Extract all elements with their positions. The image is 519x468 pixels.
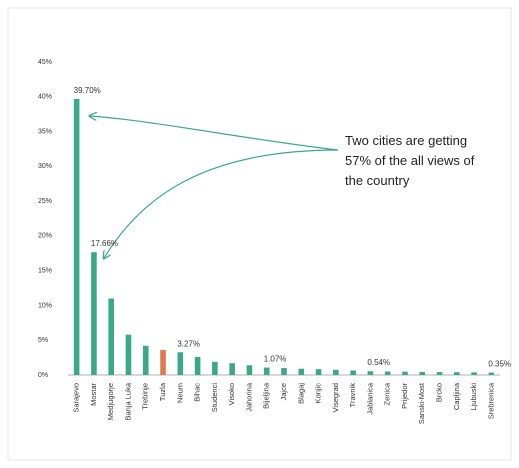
bar <box>281 368 287 375</box>
x-tick-label: Srebrenica <box>486 382 495 419</box>
value-label: 0.54% <box>367 358 390 367</box>
bar <box>333 369 339 375</box>
y-tick-label: 15% <box>38 268 52 275</box>
bar <box>488 372 495 375</box>
x-tick-label: Zenica <box>383 382 392 405</box>
bar <box>263 367 270 375</box>
x-tick-label: Sanski-Most <box>417 382 426 424</box>
value-label: 0.35% <box>488 360 511 369</box>
y-tick-label: 20% <box>38 233 52 240</box>
bar <box>108 298 114 375</box>
bar <box>298 368 305 375</box>
x-tick-label: Jahorina <box>244 382 253 412</box>
x-tick-label: Blagaj <box>296 383 305 404</box>
x-tick-label: Trebinje <box>141 383 150 410</box>
annotation: the country <box>345 173 410 188</box>
x-tick-label: Studenci <box>210 383 219 413</box>
value-label: 17.66% <box>91 239 118 248</box>
bar <box>229 363 235 375</box>
bar <box>246 365 253 375</box>
x-tick-label: Banja Luka <box>123 382 132 420</box>
x-tick-label: Bijeljina <box>262 382 271 409</box>
bar <box>91 252 97 375</box>
x-tick-label: Tuzla <box>158 382 167 401</box>
x-tick-label: Ljubuski <box>469 383 478 411</box>
x-tick-label: Sarajevo <box>72 383 81 413</box>
value-label: 39.70% <box>74 86 101 95</box>
y-tick-label: 30% <box>38 163 52 170</box>
x-tick-label: Medjugorje <box>106 383 115 420</box>
bar <box>73 98 80 375</box>
y-tick-label: 25% <box>38 198 52 205</box>
x-tick-label: Travnik <box>348 383 357 408</box>
bar <box>142 345 149 375</box>
value-label: 1.07% <box>264 355 287 364</box>
bar <box>367 371 374 375</box>
x-tick-label: Konjic <box>314 383 323 404</box>
bar <box>436 372 443 375</box>
bar <box>177 352 184 375</box>
x-tick-label: Visegrad <box>331 383 340 412</box>
bar <box>212 361 218 375</box>
annotation: 57% of the all views of <box>345 153 475 168</box>
bar <box>471 372 477 375</box>
annotation: Two cities are getting <box>345 133 467 148</box>
bar <box>194 356 201 375</box>
x-tick-label: Visoko <box>227 383 236 405</box>
y-tick-label: 5% <box>38 337 48 344</box>
x-tick-label: Bihac <box>193 383 202 402</box>
y-tick-label: 40% <box>38 94 52 101</box>
annotation-arrow <box>104 149 339 258</box>
x-tick-label: Capljina <box>452 382 461 410</box>
y-tick-label: 45% <box>38 59 52 66</box>
annotation-arrow <box>90 116 339 151</box>
bar <box>402 371 408 375</box>
y-tick-label: 10% <box>38 302 52 309</box>
bar <box>350 370 356 375</box>
bar <box>315 369 322 375</box>
x-tick-label: Neum <box>175 383 184 403</box>
value-label: 3.27% <box>177 339 200 348</box>
bar <box>419 371 426 375</box>
bar <box>160 349 166 375</box>
bar <box>384 371 391 375</box>
x-tick-label: Jablanica <box>365 382 374 415</box>
y-tick-label: 0% <box>38 372 48 379</box>
x-tick-label: Mostar <box>89 382 98 405</box>
x-tick-label: Prijedor <box>400 382 409 408</box>
bar <box>125 334 132 375</box>
bar <box>454 372 460 375</box>
x-tick-label: Jajce <box>279 383 288 401</box>
frame <box>7 7 512 461</box>
y-tick-label: 35% <box>38 128 52 135</box>
x-tick-label: Brcko <box>435 383 444 402</box>
